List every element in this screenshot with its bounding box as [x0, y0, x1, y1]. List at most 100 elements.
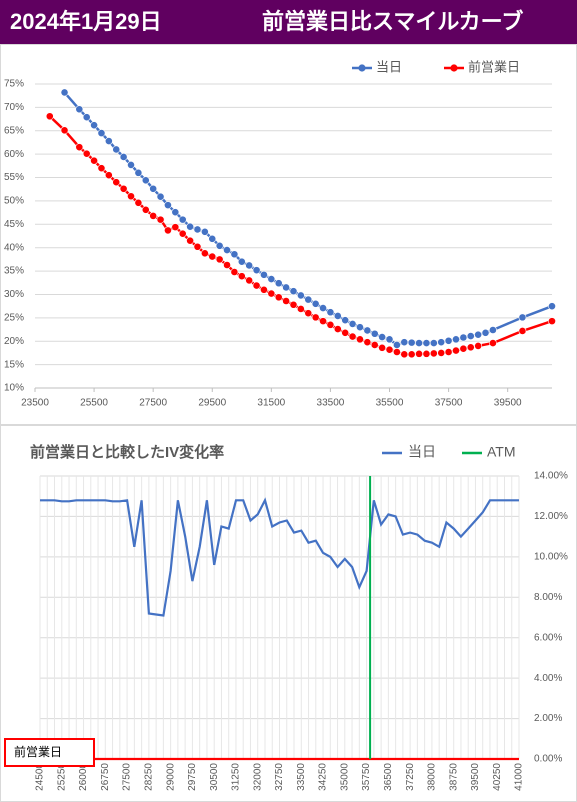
x-tick-label: 41000	[514, 763, 525, 791]
y-tick-label: 15%	[4, 359, 24, 370]
marker	[60, 88, 69, 97]
marker	[134, 198, 143, 207]
marker	[75, 105, 84, 114]
marker	[429, 349, 438, 358]
marker	[164, 201, 172, 210]
marker	[119, 153, 128, 161]
y2-tick-label: 4.00%	[534, 673, 562, 684]
marker	[252, 281, 261, 290]
x-tick-label: 27500	[139, 398, 167, 409]
marker	[230, 268, 239, 276]
marker	[444, 348, 453, 356]
marker	[429, 339, 438, 348]
marker	[370, 329, 379, 338]
y2-tick-label: 6.00%	[534, 632, 562, 643]
series-label: 前営業日	[14, 744, 62, 759]
marker	[104, 137, 113, 145]
marker	[260, 270, 268, 279]
marker	[260, 285, 268, 294]
x-tick-label: 39500	[494, 398, 522, 409]
marker	[267, 289, 276, 298]
marker	[119, 184, 128, 193]
y-tick-label: 55%	[4, 172, 24, 183]
marker	[489, 326, 497, 334]
marker	[208, 252, 217, 261]
marker	[311, 313, 320, 322]
marker	[171, 223, 180, 232]
marker	[193, 225, 202, 234]
marker	[178, 229, 187, 238]
marker	[149, 184, 158, 193]
marker	[82, 149, 91, 158]
marker	[363, 326, 372, 335]
legend-marker	[358, 64, 366, 72]
marker	[208, 234, 217, 243]
marker	[156, 192, 165, 201]
marker	[548, 302, 556, 311]
marker	[164, 226, 172, 235]
legend-marker	[450, 64, 458, 72]
marker	[326, 320, 335, 329]
marker	[97, 129, 106, 138]
y-tick-label: 75%	[4, 79, 24, 90]
series-label-box	[4, 738, 95, 767]
marker	[459, 333, 468, 342]
marker	[422, 339, 431, 348]
marker	[348, 320, 357, 328]
marker	[311, 299, 320, 308]
chart-title: 前営業日と比較したIV変化率	[30, 443, 224, 461]
x-tick-label: 26750	[100, 763, 111, 791]
marker	[437, 338, 446, 347]
y-tick-label: 35%	[4, 266, 24, 277]
x-tick-label: 39500	[470, 763, 481, 791]
marker	[112, 178, 121, 187]
marker	[392, 348, 401, 356]
marker	[149, 211, 158, 220]
marker	[127, 161, 135, 169]
marker	[407, 338, 416, 347]
marker	[319, 317, 327, 326]
marker	[200, 227, 209, 236]
marker	[186, 236, 194, 245]
marker	[141, 176, 150, 185]
x-tick-label: 23500	[21, 398, 49, 409]
y-tick-label: 60%	[4, 149, 24, 160]
marker	[415, 349, 423, 358]
marker	[481, 328, 490, 337]
x-tick-label: 31250	[231, 763, 242, 791]
marker	[518, 327, 527, 335]
marker	[452, 346, 460, 355]
marker	[134, 168, 143, 177]
marker	[267, 275, 276, 283]
y-tick-label: 50%	[4, 196, 24, 207]
legend-label: 前営業日	[468, 59, 520, 74]
x-tick-label: 29750	[187, 763, 198, 791]
x-tick-label: 29500	[198, 398, 226, 409]
marker	[348, 332, 357, 341]
marker	[252, 266, 261, 275]
marker	[186, 222, 194, 231]
marker	[370, 341, 379, 349]
y2-tick-label: 2.00%	[534, 713, 562, 724]
marker	[415, 339, 423, 348]
y2-tick-label: 0.00%	[534, 754, 562, 765]
marker	[548, 317, 556, 326]
series-line	[48, 115, 553, 356]
marker	[437, 349, 446, 357]
marker	[466, 332, 475, 340]
marker	[363, 338, 372, 347]
x-tick-label: 37500	[435, 398, 463, 409]
marker	[400, 338, 409, 347]
y2-tick-label: 8.00%	[534, 592, 562, 603]
marker	[82, 113, 91, 122]
marker	[296, 291, 305, 300]
y-tick-label: 40%	[4, 242, 24, 253]
marker	[474, 330, 483, 339]
marker	[326, 308, 335, 317]
marker	[356, 323, 364, 332]
legend-label: 当日	[376, 59, 402, 74]
marker	[245, 276, 254, 285]
marker	[60, 126, 69, 135]
